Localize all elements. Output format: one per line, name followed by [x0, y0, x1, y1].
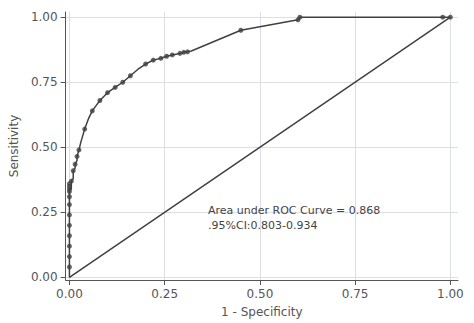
svg-text:0.75: 0.75 — [342, 287, 369, 301]
svg-text:0.50: 0.50 — [247, 287, 274, 301]
svg-text:0.25: 0.25 — [31, 205, 58, 219]
svg-text:0.00: 0.00 — [31, 270, 58, 284]
svg-text:1.00: 1.00 — [437, 287, 464, 301]
svg-text:Sensitivity: Sensitivity — [7, 115, 21, 177]
svg-text:0.25: 0.25 — [151, 287, 178, 301]
svg-text:0.00: 0.00 — [56, 287, 83, 301]
svg-text:.95%CI:0.803-0.934: .95%CI:0.803-0.934 — [208, 219, 318, 232]
svg-text:1 - Specificity: 1 - Specificity — [221, 305, 302, 319]
svg-text:0.50: 0.50 — [31, 140, 58, 154]
svg-text:1.00: 1.00 — [31, 10, 58, 24]
svg-text:0.75: 0.75 — [31, 75, 58, 89]
svg-text:Area under ROC Curve = 0.868: Area under ROC Curve = 0.868 — [208, 204, 380, 217]
